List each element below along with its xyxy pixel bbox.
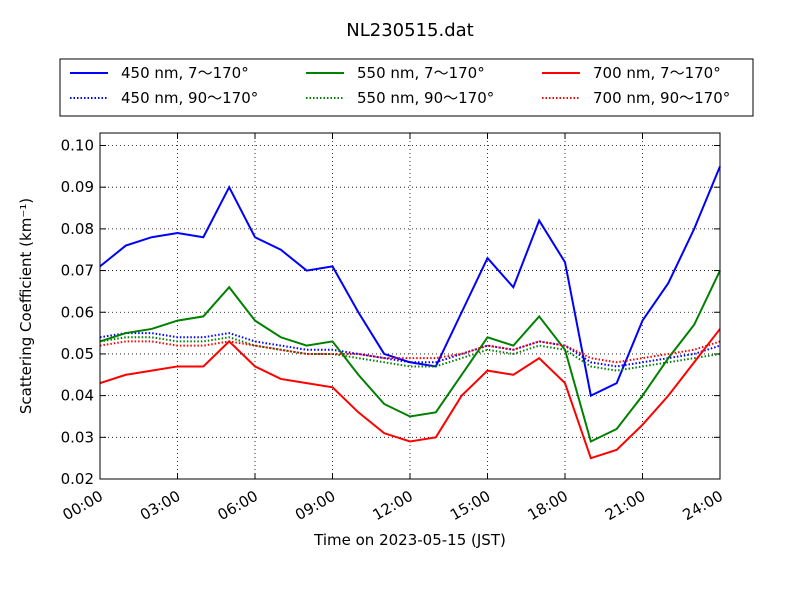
y-tick-label: 0.03 xyxy=(61,428,94,446)
legend-label: 700 nm, 7～170° xyxy=(593,64,721,82)
data-line xyxy=(99,328,721,460)
data-line xyxy=(99,340,721,364)
y-tick-label: 0.07 xyxy=(61,262,94,280)
data-line xyxy=(99,270,721,443)
y-tick-label: 0.06 xyxy=(61,303,94,321)
y-tick-label: 0.05 xyxy=(61,345,94,363)
y-tick-label: 0.09 xyxy=(61,178,94,196)
legend-label: 550 nm, 7～170° xyxy=(357,64,485,82)
y-axis-label: Scattering Coefficient (km⁻¹) xyxy=(17,198,35,414)
legend-label: 550 nm, 90～170° xyxy=(357,89,494,107)
y-tick-label: 0.08 xyxy=(61,220,94,238)
x-axis-label: Time on 2023-05-15 (JST) xyxy=(313,531,506,549)
data-line xyxy=(99,165,721,398)
plot-frame xyxy=(99,132,721,480)
chart-title: NL230515.dat xyxy=(346,20,473,41)
legend-label: 450 nm, 90～170° xyxy=(121,89,258,107)
legend-label: 450 nm, 7～170° xyxy=(121,64,249,82)
y-tick-label: 0.02 xyxy=(61,470,94,488)
y-tick-label: 0.10 xyxy=(61,137,94,155)
legend-box xyxy=(59,58,754,117)
legend-label: 700 nm, 90～170° xyxy=(593,89,730,107)
y-tick-label: 0.04 xyxy=(61,387,94,405)
